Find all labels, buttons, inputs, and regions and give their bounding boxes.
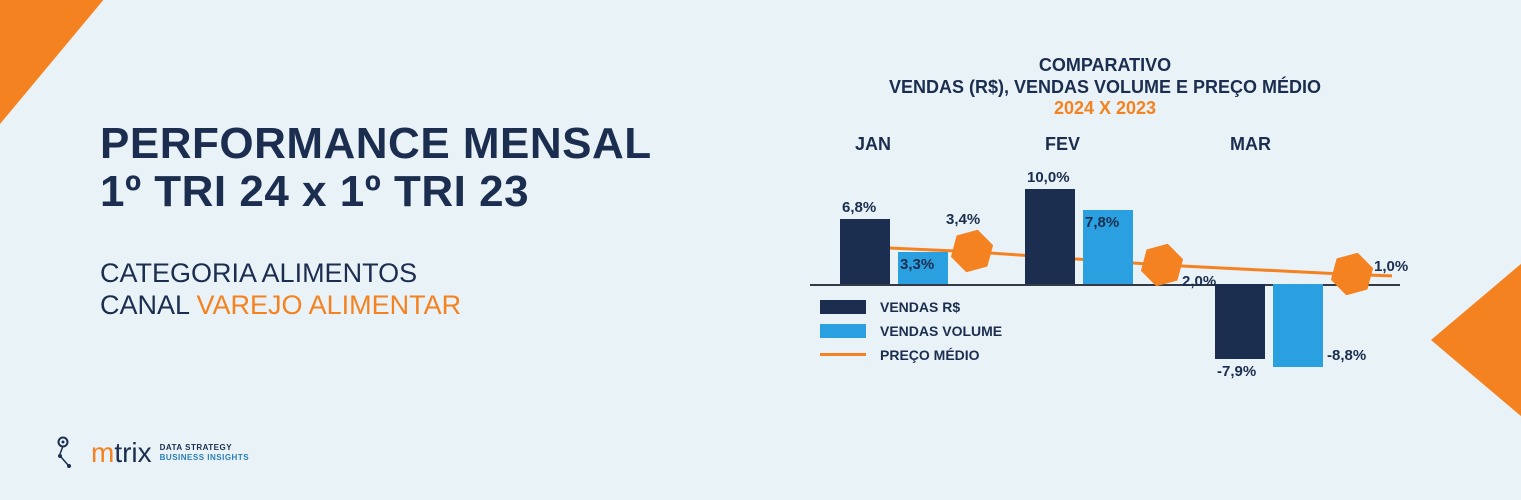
headline-block: PERFORMANCE MENSAL 1º TRI 24 x 1º TRI 23…	[100, 120, 740, 322]
legend-preco-medio: PREÇO MÉDIO	[820, 347, 1002, 363]
legend-label-vendas-rs: VENDAS R$	[880, 299, 960, 315]
bar-label-vendas_rs-mar: -7,9%	[1217, 363, 1256, 380]
subtitle-line-2: CANAL VAREJO ALIMENTAR	[100, 289, 740, 321]
month-label-mar: MAR	[1230, 134, 1271, 155]
chart-title: COMPARATIVO VENDAS (R$), VENDAS VOLUME E…	[800, 55, 1410, 120]
subtitle-varejo: VAREJO ALIMENTAR	[197, 290, 462, 320]
title-line-1: PERFORMANCE MENSAL	[100, 120, 740, 168]
legend-vendas-volume: VENDAS VOLUME	[820, 323, 1002, 339]
logo-tagline: DATA STRATEGY BUSINESS INSIGHTS	[160, 443, 249, 462]
bar-label-vendas_volume-fev: 7,8%	[1085, 214, 1119, 231]
logo-text: mtrix	[91, 437, 152, 469]
bar-vendas_rs-jan	[840, 219, 890, 284]
subtitle-line-1: CATEGORIA ALIMENTOS	[100, 257, 740, 289]
month-label-fev: FEV	[1045, 134, 1080, 155]
title-line-2: 1º TRI 24 x 1º TRI 23	[100, 168, 740, 216]
legend-vendas-rs: VENDAS R$	[820, 299, 1002, 315]
bar-vendas_rs-mar	[1215, 284, 1265, 359]
logo-tag-2: BUSINESS INSIGHTS	[160, 453, 249, 463]
month-axis: JAN FEV MAR	[800, 134, 1410, 164]
month-label-jan: JAN	[855, 134, 891, 155]
bar-label-vendas_rs-jan: 6,8%	[842, 199, 876, 216]
chart-title-line-2: VENDAS (R$), VENDAS VOLUME E PREÇO MÉDIO	[800, 77, 1410, 99]
comparison-chart: COMPARATIVO VENDAS (R$), VENDAS VOLUME E…	[800, 55, 1410, 394]
logo-m: m	[91, 437, 114, 468]
subtitle-block: CATEGORIA ALIMENTOS CANAL VAREJO ALIMENT…	[100, 257, 740, 322]
swatch-vendas-volume	[820, 324, 866, 338]
logo-trix: trix	[114, 437, 151, 468]
logo-icon	[55, 436, 83, 470]
chart-legend: VENDAS R$ VENDAS VOLUME PREÇO MÉDIO	[820, 299, 1002, 371]
price-label-jan: 3,4%	[946, 211, 980, 228]
chart-plot: VENDAS R$ VENDAS VOLUME PREÇO MÉDIO 6,8%…	[810, 164, 1400, 394]
decor-triangle-right	[1401, 230, 1521, 450]
price-label-fev: 2,0%	[1182, 273, 1216, 290]
chart-title-line-3: 2024 X 2023	[800, 98, 1410, 120]
legend-label-vendas-volume: VENDAS VOLUME	[880, 323, 1002, 339]
page-title: PERFORMANCE MENSAL 1º TRI 24 x 1º TRI 23	[100, 120, 740, 215]
bar-label-vendas_volume-jan: 3,3%	[900, 256, 934, 273]
logo-tag-1: DATA STRATEGY	[160, 443, 249, 453]
swatch-vendas-rs	[820, 300, 866, 314]
swatch-preco-medio	[820, 353, 866, 356]
chart-title-line-1: COMPARATIVO	[800, 55, 1410, 77]
brand-logo: mtrix DATA STRATEGY BUSINESS INSIGHTS	[55, 436, 249, 470]
price-label-mar: 1,0%	[1374, 258, 1408, 275]
bar-vendas_volume-mar	[1273, 284, 1323, 368]
legend-label-preco-medio: PREÇO MÉDIO	[880, 347, 980, 363]
bar-vendas_rs-fev	[1025, 189, 1075, 284]
bar-label-vendas_volume-mar: -8,8%	[1327, 347, 1366, 364]
subtitle-canal: CANAL	[100, 290, 197, 320]
bar-label-vendas_rs-fev: 10,0%	[1027, 169, 1070, 186]
